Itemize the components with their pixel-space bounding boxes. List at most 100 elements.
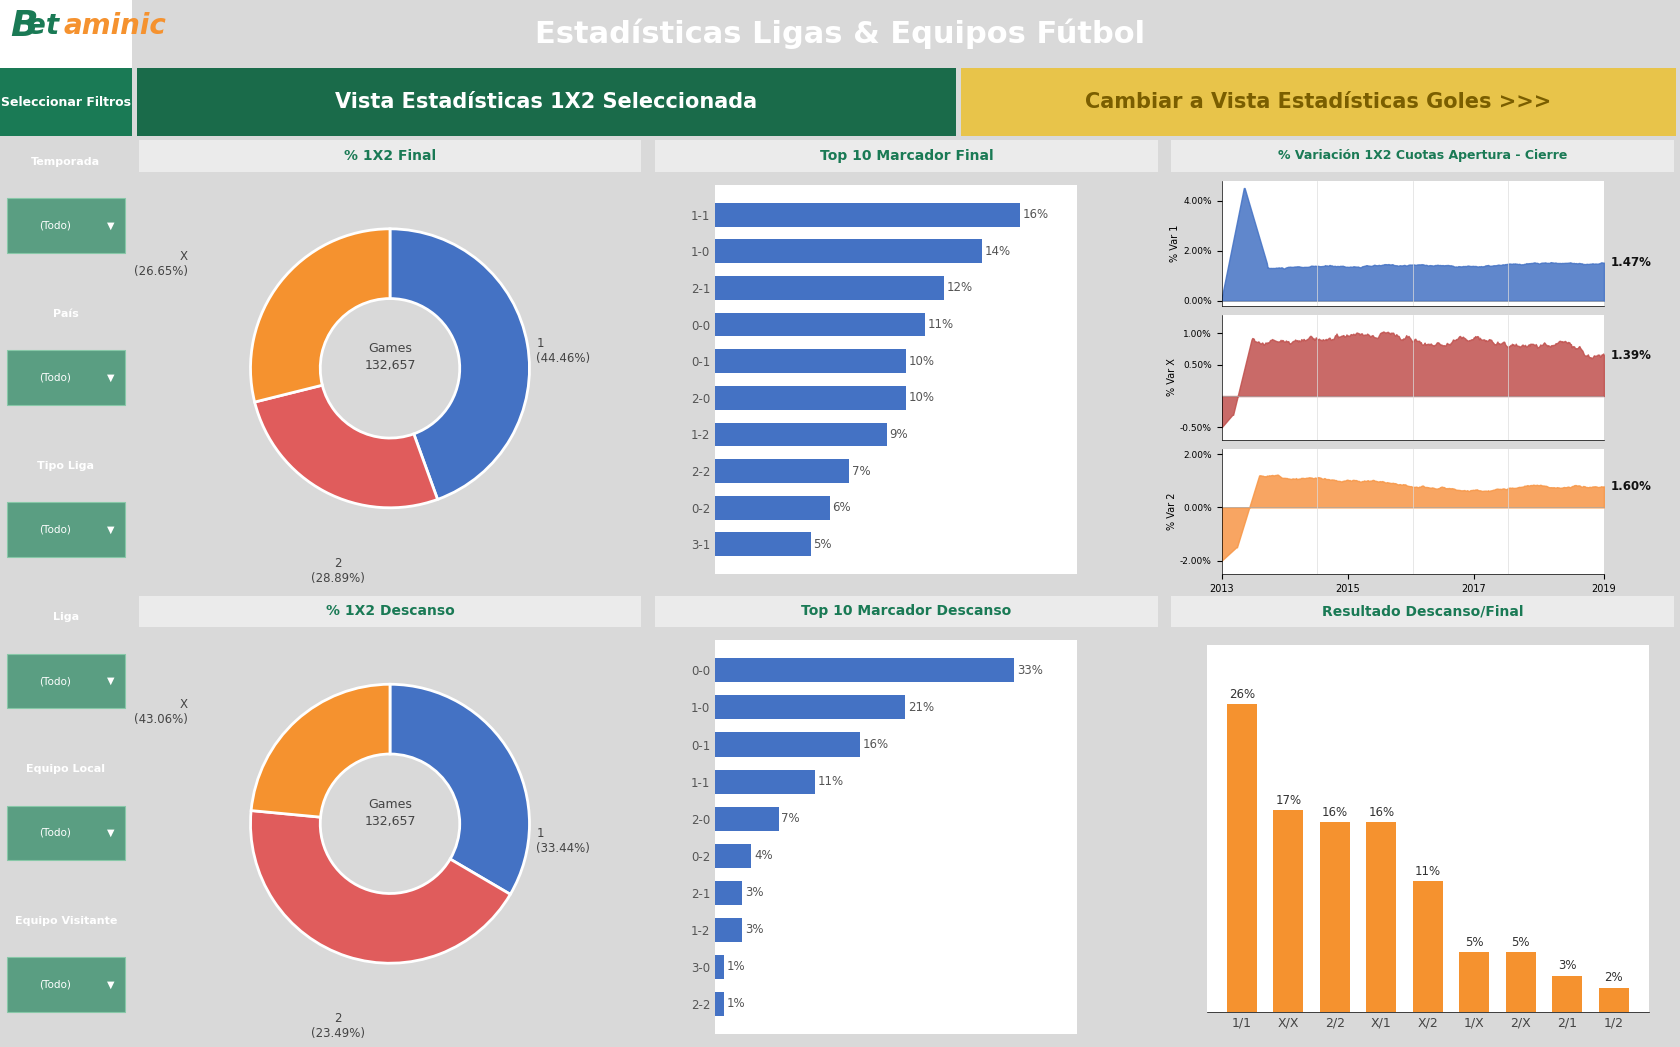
Bar [716, 533, 810, 556]
Text: Equipo Local: Equipo Local [27, 764, 106, 774]
Bar [716, 659, 1013, 683]
Text: Games
132,657: Games 132,657 [365, 342, 415, 372]
Bar [716, 881, 743, 905]
Y-axis label: % Var X: % Var X [1166, 358, 1176, 396]
Text: País: País [54, 309, 79, 318]
Bar [716, 203, 1020, 226]
Text: ▼: ▼ [108, 828, 114, 838]
Bar [138, 140, 642, 172]
Text: 21%: 21% [907, 700, 934, 714]
Wedge shape [250, 810, 511, 963]
Bar [716, 806, 778, 830]
Bar [1319, 822, 1349, 1011]
Text: Top 10 Marcador Descanso: Top 10 Marcador Descanso [801, 604, 1011, 619]
Text: 9%: 9% [889, 428, 907, 441]
Bar [1551, 976, 1581, 1011]
Text: ▼: ▼ [108, 525, 114, 534]
Text: 33%: 33% [1016, 664, 1042, 676]
Text: 1.47%: 1.47% [1609, 257, 1651, 269]
Bar [716, 844, 751, 868]
Bar [716, 992, 724, 1016]
Text: Top 10 Marcador Final: Top 10 Marcador Final [820, 149, 993, 163]
Bar [716, 918, 743, 942]
Text: 1.39%: 1.39% [1609, 349, 1651, 361]
Text: Temporada: Temporada [32, 157, 101, 166]
Bar [716, 770, 815, 794]
Bar [136, 68, 956, 136]
Bar [716, 423, 887, 446]
Text: (Todo): (Todo) [39, 221, 71, 230]
Text: 5%: 5% [1465, 936, 1483, 949]
Text: 3%: 3% [744, 886, 763, 899]
Wedge shape [250, 229, 390, 402]
Bar [961, 68, 1675, 136]
Bar [7, 653, 124, 709]
Text: 3%: 3% [744, 923, 763, 936]
Bar [7, 957, 124, 1012]
Text: Vista Estadísticas 1X2 Seleccionada: Vista Estadísticas 1X2 Seleccionada [334, 92, 758, 112]
Text: 2
(23.49%): 2 (23.49%) [311, 1012, 365, 1040]
Text: 17%: 17% [1275, 794, 1300, 807]
Bar [7, 502, 124, 557]
Wedge shape [390, 229, 529, 499]
Bar [1272, 810, 1302, 1011]
Text: 7%: 7% [781, 812, 800, 825]
Text: 1%: 1% [727, 960, 746, 974]
Text: ▼: ▼ [108, 980, 114, 989]
Text: 2%: 2% [1604, 972, 1623, 984]
Text: 16%: 16% [1320, 806, 1347, 819]
Text: (Todo): (Todo) [39, 828, 71, 838]
Bar [7, 198, 124, 253]
Bar [1366, 822, 1396, 1011]
Text: aminic: aminic [64, 12, 166, 40]
Bar [655, 596, 1158, 627]
Bar [1171, 140, 1673, 172]
Text: 11%: 11% [816, 775, 843, 788]
Text: 6%: 6% [832, 502, 850, 514]
Bar [716, 276, 944, 299]
Text: % Variación 1X2 Cuotas Apertura - Cierre: % Variación 1X2 Cuotas Apertura - Cierre [1277, 150, 1566, 162]
Bar [716, 240, 981, 263]
Text: 1%: 1% [727, 998, 746, 1010]
Bar [716, 733, 860, 757]
Text: (Todo): (Todo) [39, 676, 71, 686]
Text: Games
132,657: Games 132,657 [365, 798, 415, 827]
Wedge shape [390, 685, 529, 894]
Text: 12%: 12% [946, 282, 973, 294]
Bar [716, 460, 848, 483]
Text: 1.60%: 1.60% [1609, 480, 1651, 493]
Text: 4%: 4% [754, 849, 773, 862]
Bar [1598, 988, 1628, 1011]
Text: 10%: 10% [909, 355, 934, 367]
Wedge shape [250, 685, 390, 817]
Bar [7, 350, 124, 405]
Bar [1171, 596, 1673, 627]
Y-axis label: % Var 2: % Var 2 [1166, 493, 1176, 530]
Bar [138, 596, 642, 627]
Text: 1
(44.46%): 1 (44.46%) [536, 337, 590, 364]
Text: % 1X2 Final: % 1X2 Final [344, 149, 435, 163]
Bar [716, 386, 906, 409]
Text: X
(43.06%): X (43.06%) [134, 698, 188, 727]
Text: 5%: 5% [813, 538, 832, 551]
Text: ▼: ▼ [108, 676, 114, 686]
Bar [716, 955, 724, 979]
Text: (Todo): (Todo) [39, 980, 71, 989]
Bar [1458, 953, 1488, 1011]
Text: (Todo): (Todo) [39, 373, 71, 382]
Text: Cambiar a Vista Estadísticas Goles >>>: Cambiar a Vista Estadísticas Goles >>> [1085, 92, 1551, 112]
Y-axis label: % Var 1: % Var 1 [1169, 224, 1179, 262]
Bar [7, 805, 124, 861]
Wedge shape [254, 385, 437, 508]
Bar [716, 350, 906, 373]
Text: Tipo Liga: Tipo Liga [37, 461, 94, 470]
Bar [655, 140, 1158, 172]
Text: Estadísticas Ligas & Equipos Fútbol: Estadísticas Ligas & Equipos Fútbol [536, 19, 1144, 49]
Text: 26%: 26% [1228, 688, 1253, 700]
Bar [1226, 704, 1257, 1011]
Text: Liga: Liga [52, 612, 79, 622]
Text: ▼: ▼ [108, 221, 114, 230]
Bar [1411, 882, 1441, 1011]
Bar [0, 68, 131, 136]
Text: 10%: 10% [909, 392, 934, 404]
